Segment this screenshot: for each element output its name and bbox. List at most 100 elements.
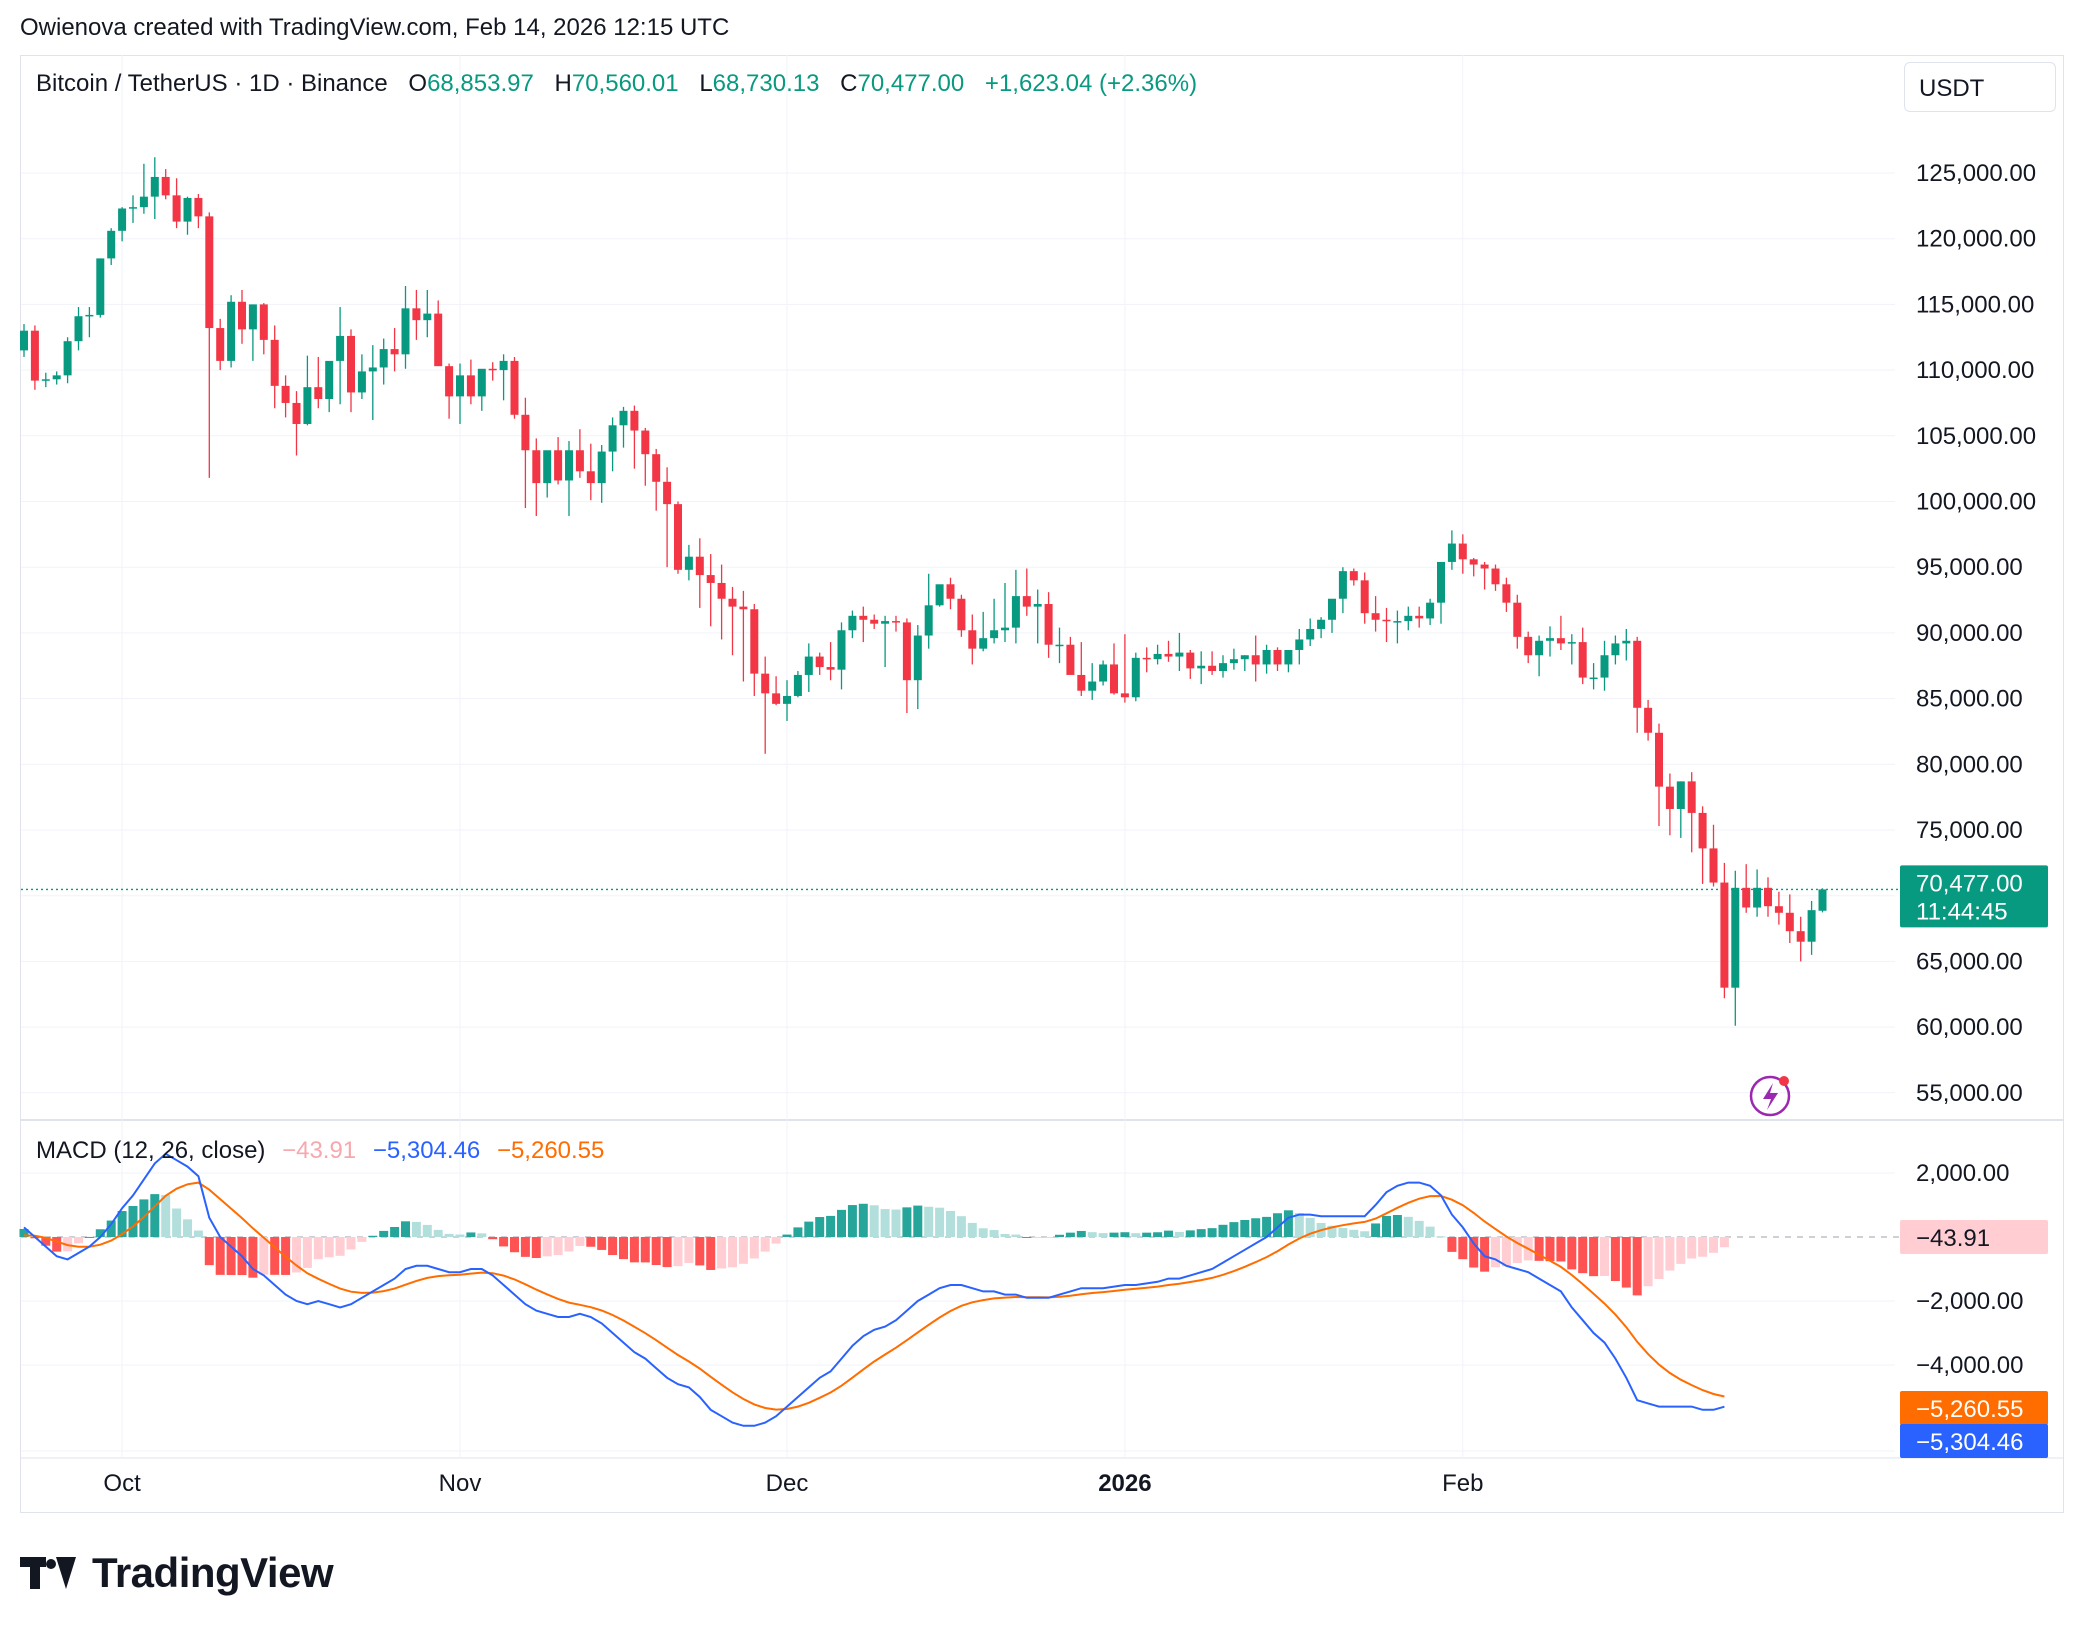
macd-histogram-bar (935, 1207, 945, 1237)
candle-body (1655, 732, 1663, 787)
macd-histogram-bar (1392, 1215, 1402, 1237)
macd-histogram-bar (313, 1237, 323, 1260)
candle-body (1687, 781, 1696, 813)
macd-hist-badge (1900, 1220, 2048, 1254)
candle-body (1774, 906, 1783, 913)
macd-histogram-bar (1185, 1230, 1195, 1237)
macd-line-badge-value: −5,304.46 (1916, 1429, 2023, 1456)
macd-histogram-bar (782, 1234, 792, 1237)
macd-histogram-bar (956, 1216, 966, 1237)
macd-histogram-bar (1065, 1232, 1075, 1237)
macd-histogram-bar (1436, 1236, 1446, 1238)
macd-histogram-bar (117, 1211, 127, 1237)
candle-body (1469, 559, 1478, 565)
macd-histogram-bar (1632, 1237, 1642, 1296)
macd-histogram-bar (1087, 1232, 1097, 1237)
macd-histogram-bar (1534, 1237, 1544, 1261)
candle-body (1001, 627, 1009, 631)
macd-histogram-bar (1273, 1213, 1282, 1237)
candle-body (129, 207, 137, 209)
macd-histogram-bar (248, 1237, 258, 1278)
candle-body (477, 368, 486, 397)
macd-histogram-bar (1240, 1219, 1250, 1237)
candle-body (1022, 596, 1031, 607)
candle-body (357, 371, 366, 393)
currency-selector[interactable]: USDT (1904, 62, 2056, 112)
candle-body (913, 635, 922, 681)
macd-histogram-bar (1567, 1237, 1577, 1270)
candle-body (1099, 664, 1108, 682)
macd-histogram-bar (302, 1237, 312, 1268)
candle-body (390, 349, 399, 355)
macd-histogram-bar (433, 1229, 443, 1237)
ohlc-legend: Bitcoin / TetherUS · 1D · Binance O68,85… (36, 70, 1197, 98)
candle-body (1796, 931, 1805, 942)
candle-body (107, 230, 116, 259)
price-tick-label: 110,000.00 (1916, 357, 2034, 384)
price-tick-label: 115,000.00 (1916, 291, 2034, 318)
macd-histogram-bar (1327, 1225, 1337, 1237)
time-tick-label: Dec (766, 1470, 809, 1497)
macd-histogram-bar (662, 1237, 672, 1268)
macd-histogram-bar (1709, 1237, 1718, 1253)
candle-body (96, 258, 105, 315)
macd-histogram-bar (466, 1232, 476, 1237)
macd-histogram-bar (902, 1207, 912, 1237)
macd-histogram-bar (1207, 1228, 1217, 1237)
candle-body (336, 335, 345, 361)
candle-body (1044, 603, 1053, 645)
candle-body (1055, 644, 1064, 647)
candle-body (1546, 638, 1554, 641)
time-tick-label: Feb (1442, 1470, 1483, 1497)
macd-histogram-bar (1491, 1237, 1500, 1268)
candle-body (706, 575, 715, 583)
candle-body (1709, 848, 1718, 883)
candle-body (1556, 638, 1565, 644)
candle-body (172, 195, 181, 222)
tradingview-logo[interactable]: TradingView (20, 1548, 334, 1598)
macd-histogram-bar (815, 1217, 825, 1237)
macd-histogram-bar (1305, 1217, 1315, 1237)
macd-histogram-bar (215, 1237, 225, 1275)
candle-body (1524, 636, 1533, 656)
macd-hist-value: −43.91 (282, 1137, 357, 1164)
macd-histogram-bar (1076, 1230, 1086, 1237)
price-tick-label: 125,000.00 (1916, 160, 2036, 187)
macd-histogram-bar (760, 1237, 770, 1252)
macd-histogram-bar (41, 1237, 51, 1246)
candle-body (783, 695, 791, 704)
macd-histogram-bar (346, 1237, 356, 1250)
macd-histogram-bar (575, 1237, 585, 1246)
candle-body (1807, 910, 1816, 942)
candle-series (20, 157, 1827, 1026)
macd-title[interactable]: MACD (12, 26, close) (36, 1137, 266, 1164)
candle-body (554, 450, 563, 481)
candle-body (325, 360, 334, 400)
candle-body (772, 693, 781, 704)
candle-body (902, 622, 911, 681)
macd-tick-label: 2,000.00 (1916, 1160, 2009, 1187)
macd-histogram-bar (1545, 1237, 1555, 1262)
macd-tick-label: −4,000.00 (1916, 1352, 2023, 1379)
tradingview-wordmark: TradingView (92, 1549, 334, 1596)
macd-histogram-bar (411, 1221, 421, 1237)
candle-body (1742, 887, 1751, 908)
candle-body (1262, 649, 1271, 665)
macd-histogram-bar (1262, 1216, 1272, 1237)
candle-body (1447, 543, 1456, 562)
macd-histogram-bar (172, 1208, 182, 1237)
lightning-icon[interactable] (1749, 1075, 1791, 1117)
macd-histogram-bar (1196, 1229, 1206, 1237)
candle-body (456, 375, 464, 397)
candle-body (216, 328, 225, 361)
candle-body (641, 430, 650, 455)
symbol-label[interactable]: Bitcoin / TetherUS · 1D · Binance (36, 70, 388, 97)
candle-body (1426, 602, 1435, 619)
macd-histogram-bar (1458, 1237, 1468, 1260)
macd-histogram-bar (499, 1237, 509, 1247)
candle-body (815, 656, 824, 668)
high-value: 70,560.01 (571, 70, 679, 97)
macd-histogram-bar (1578, 1237, 1588, 1274)
